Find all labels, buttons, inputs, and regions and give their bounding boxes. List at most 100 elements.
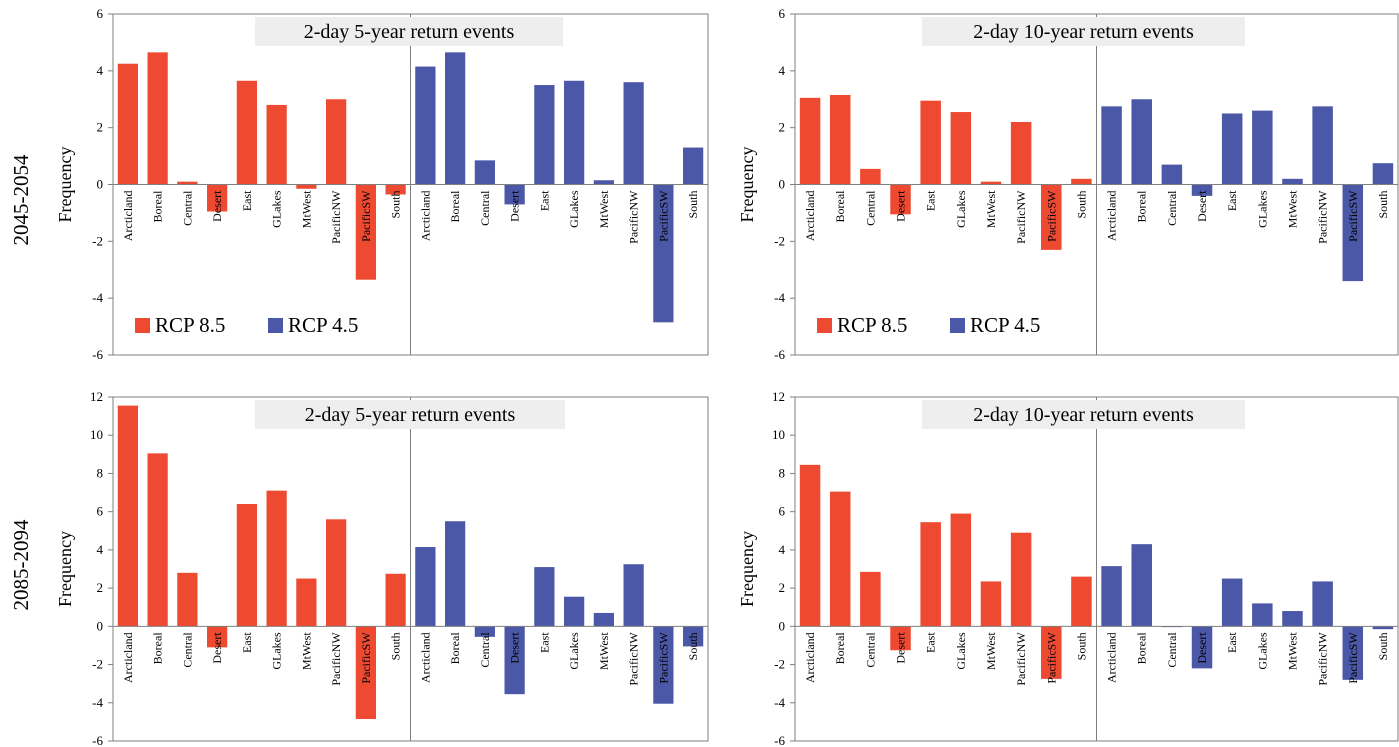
y-tick-label: -6 [92, 733, 103, 747]
y-tick-label: 2 [779, 120, 786, 135]
bar [1010, 532, 1032, 627]
legend-swatch [817, 318, 832, 333]
category-label: South [389, 632, 403, 660]
y-tick-label: 4 [779, 63, 786, 78]
bar [1010, 121, 1032, 185]
category-label: Desert [894, 632, 908, 664]
category-label: PacificNW [1014, 632, 1028, 686]
legend-label: RCP 8.5 [837, 313, 907, 337]
category-label: Central [863, 632, 877, 668]
bar [207, 184, 228, 212]
category-label: MtWest [1285, 632, 1299, 670]
category-label: PacificSW [1346, 190, 1360, 242]
bar [355, 184, 376, 280]
bar [1221, 113, 1243, 185]
y-tick-label: -6 [92, 347, 103, 362]
y-tick-label: 2 [779, 580, 786, 595]
category-label: MtWest [1285, 190, 1299, 228]
category-label: Boreal [833, 190, 847, 223]
bar [653, 184, 674, 323]
category-label: PacificSW [656, 190, 670, 242]
category-label: MtWest [597, 190, 611, 228]
category-label: Arcticland [121, 191, 135, 242]
category-label: Central [180, 190, 194, 226]
bar [415, 547, 436, 627]
category-label: Boreal [1135, 632, 1149, 665]
category-label: Central [1165, 632, 1179, 668]
category-label: Arcticland [418, 632, 432, 683]
bar [1101, 106, 1122, 185]
bar [385, 573, 406, 627]
category-label: South [686, 191, 700, 219]
category-label: Desert [210, 190, 224, 222]
chart-panel-2: -6 -4 -2 0 2 4 6 Frequency Arcticland Boreal Centr… [737, 6, 1399, 362]
category-label: East [537, 190, 551, 211]
category-label: East [924, 632, 938, 653]
category-label: GLakes [567, 190, 581, 228]
category-label: East [924, 190, 938, 211]
category-label: South [1376, 632, 1390, 660]
category-label: Central [478, 632, 492, 668]
bar [1342, 626, 1364, 680]
bar [890, 184, 911, 215]
bar [623, 564, 644, 627]
y-tick-label: -4 [92, 290, 103, 305]
title-box [922, 17, 1245, 46]
legend-label: RCP 4.5 [970, 313, 1040, 337]
y-tick-label: 4 [97, 63, 104, 78]
bar [117, 63, 138, 185]
category-label: South [1376, 191, 1390, 219]
bar [355, 626, 376, 720]
category-label: PacificSW [1044, 190, 1058, 242]
bar [920, 100, 941, 185]
category-label: PacificSW [359, 190, 373, 242]
category-label: Central [180, 632, 194, 668]
bar [860, 571, 881, 627]
bar [829, 491, 851, 627]
bar [1191, 626, 1213, 669]
category-label: MtWest [984, 190, 998, 228]
category-label: Arcticland [1105, 632, 1119, 683]
bar [829, 94, 851, 185]
bar [950, 513, 972, 627]
category-label: GLakes [270, 190, 284, 228]
bar [236, 504, 257, 627]
bar [296, 578, 317, 627]
y-axis-label: Frequency [55, 531, 75, 607]
bar [1101, 566, 1122, 627]
category-label: GLakes [1255, 632, 1269, 670]
bar [683, 626, 704, 647]
y-tick-label: -2 [92, 233, 103, 248]
category-label: Boreal [1135, 190, 1149, 223]
legend-swatch [268, 318, 283, 333]
category-label: Desert [1195, 632, 1209, 664]
row-label-bottom: 2085-2094 [9, 519, 33, 610]
bar [1071, 576, 1092, 627]
category-label: Desert [508, 190, 522, 222]
category-label: GLakes [1255, 190, 1269, 228]
y-tick-label: -4 [774, 290, 785, 305]
bar [1221, 578, 1243, 627]
category-label: MtWest [597, 632, 611, 670]
category-label: Boreal [151, 632, 165, 665]
bar [147, 52, 168, 185]
category-label: GLakes [567, 632, 581, 670]
bar [1161, 164, 1183, 185]
y-tick-label: -4 [92, 695, 103, 710]
chart-panel-3: -6 -4 -2 0 2 4 6 8 10 12 Frequency Arcticland Boreal… [55, 389, 709, 747]
bar [534, 567, 555, 627]
category-label: East [240, 632, 254, 653]
category-label: Arcticland [1105, 191, 1119, 242]
category-label: South [686, 632, 700, 660]
chart-panel-1: -6 -4 -2 0 2 4 6 Frequency Arcticland Boreal Centr… [55, 6, 709, 362]
bar [534, 85, 555, 185]
title-box [922, 400, 1245, 429]
bar [1041, 626, 1062, 679]
y-tick-label: 2 [97, 580, 104, 595]
category-label: South [389, 191, 403, 219]
category-label: Boreal [151, 190, 165, 223]
y-tick-label: 6 [97, 6, 104, 21]
category-label: Arcticland [418, 191, 432, 242]
y-tick-label: 0 [97, 618, 104, 633]
legend-label: RCP 8.5 [155, 313, 225, 337]
